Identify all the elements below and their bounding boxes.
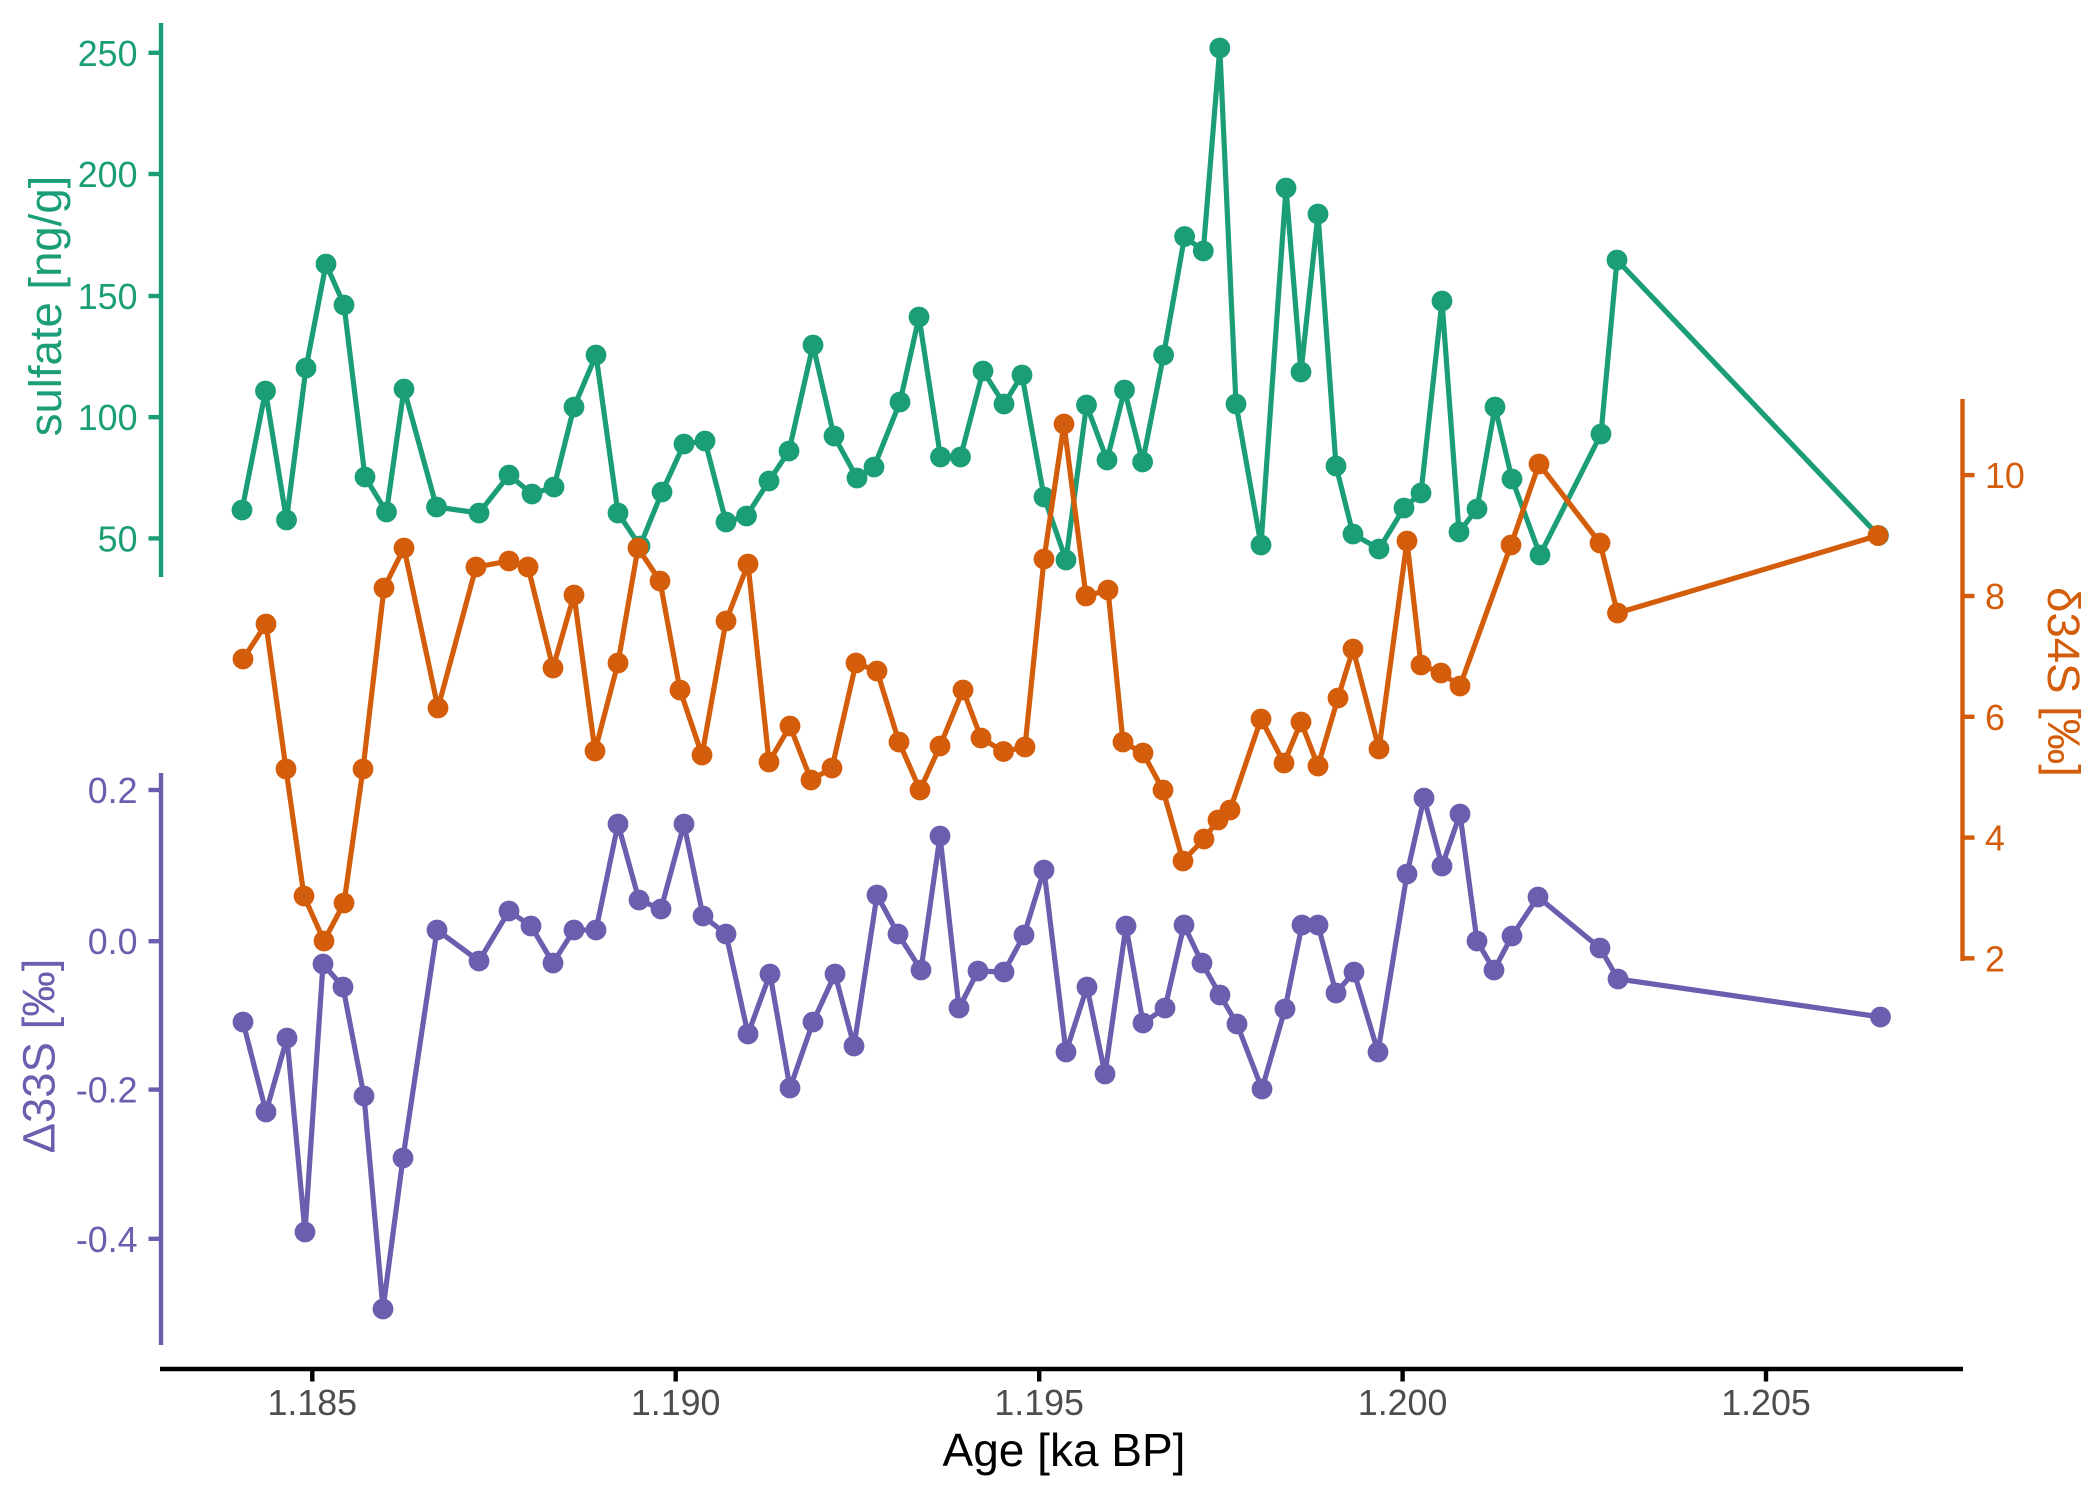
svg-text:1.195: 1.195 — [994, 1383, 1084, 1423]
svg-text:δ34S [‰]: δ34S [‰] — [2038, 587, 2089, 777]
svg-text:50: 50 — [98, 519, 138, 559]
svg-text:1.200: 1.200 — [1358, 1383, 1448, 1423]
svg-text:250: 250 — [78, 34, 138, 74]
svg-text:-0.2: -0.2 — [76, 1071, 138, 1111]
svg-text:Δ33S [‰]: Δ33S [‰] — [14, 959, 65, 1154]
svg-text:150: 150 — [78, 277, 138, 317]
svg-text:8: 8 — [1985, 577, 2005, 617]
svg-text:-0.4: -0.4 — [76, 1220, 138, 1260]
svg-text:10: 10 — [1985, 456, 2025, 496]
svg-text:6: 6 — [1985, 698, 2005, 738]
svg-text:2: 2 — [1985, 939, 2005, 979]
svg-text:1.190: 1.190 — [631, 1383, 721, 1423]
svg-text:100: 100 — [78, 398, 138, 438]
svg-text:200: 200 — [78, 155, 138, 195]
svg-text:1.205: 1.205 — [1721, 1383, 1811, 1423]
svg-text:0.0: 0.0 — [88, 922, 138, 962]
svg-text:1.185: 1.185 — [268, 1383, 358, 1423]
svg-text:sulfate [ng/g]: sulfate [ng/g] — [20, 176, 71, 437]
svg-text:Age [ka BP]: Age [ka BP] — [943, 1424, 1186, 1476]
svg-text:4: 4 — [1985, 819, 2005, 859]
svg-text:0.2: 0.2 — [88, 771, 138, 811]
